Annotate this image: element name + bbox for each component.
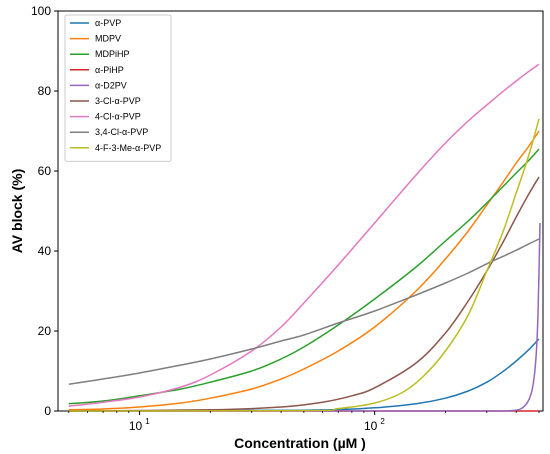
y-tick-label: 80 <box>38 84 52 98</box>
legend-label: 4-F-3-Me-α-PVP <box>95 143 161 153</box>
x-tick-label: 10 <box>129 419 143 433</box>
legend-label: 4-Cl-α-PVP <box>95 112 141 122</box>
series-layer <box>68 63 541 412</box>
legend-label: 3-Cl-α-PVP <box>95 96 141 106</box>
legend-label: MDPV <box>95 34 121 44</box>
series-line-8 <box>68 238 540 385</box>
series-line-2 <box>68 130 540 411</box>
series-line-6 <box>68 176 540 412</box>
x-axis-title: Concentration (µM ) <box>234 435 366 451</box>
y-tick-label: 20 <box>38 324 52 338</box>
series-line-3 <box>68 148 540 405</box>
y-tick-label: 40 <box>38 244 52 258</box>
x-tick-exponent: 2 <box>380 417 385 426</box>
legend-label: α-PVP <box>95 18 121 28</box>
legend-label: 3,4-Cl-α-PVP <box>95 127 148 137</box>
legend-label: α-D2PV <box>95 80 127 90</box>
legend: α-PVP MDPV MDPiHP α-PiHP α-D2PV 3-Cl-α-PVP 4-C… <box>64 14 172 162</box>
series-line-5 <box>68 222 541 412</box>
legend-box <box>64 14 172 162</box>
y-axis-title: AV block (%) <box>9 169 25 254</box>
x-tick-label: 10 <box>364 419 378 433</box>
legend-label: α-PiHP <box>95 65 124 75</box>
y-tick-label: 60 <box>38 164 52 178</box>
y-tick-label: 100 <box>31 4 51 18</box>
series-line-9 <box>68 118 540 412</box>
y-tick-label: 0 <box>44 404 51 418</box>
series-line-7 <box>68 63 540 407</box>
x-tick-exponent: 1 <box>145 417 150 426</box>
legend-label: MDPiHP <box>95 49 130 59</box>
